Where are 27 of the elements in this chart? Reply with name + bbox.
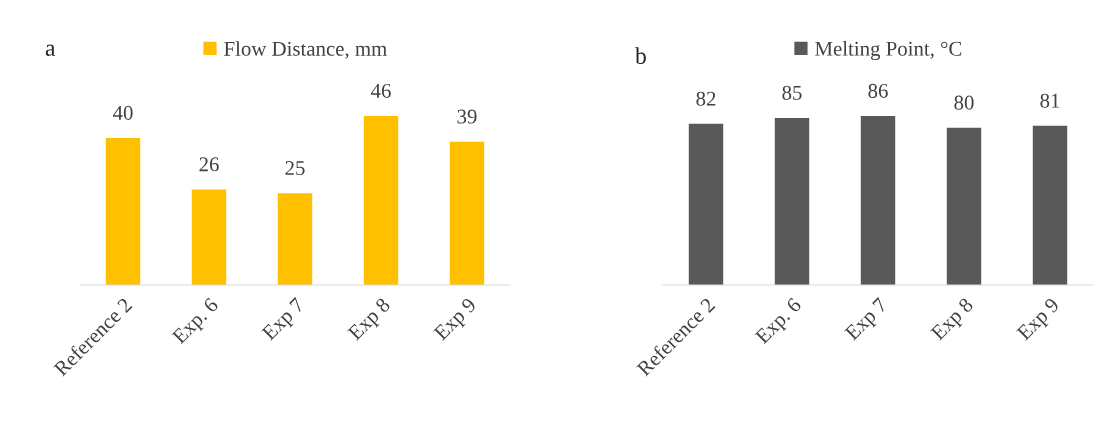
x-tick-label: Exp 8 (347, 297, 394, 344)
data-label: 39 (457, 109, 477, 124)
data-label: 40 (112, 105, 133, 120)
x-tick-label: Exp. 6 (754, 297, 805, 348)
data-label: 85 (782, 85, 802, 100)
x-tick-label: Exp 9 (433, 297, 480, 344)
bar (449, 141, 485, 285)
bar (191, 189, 227, 285)
bar (363, 116, 399, 285)
x-tick-label: Exp 7 (844, 297, 891, 344)
data-label: 82 (696, 91, 716, 106)
text: a (45, 44, 56, 56)
text: b (635, 47, 646, 64)
data-label: 46 (370, 83, 391, 98)
x-tick-label: Exp 9 (1016, 297, 1063, 344)
x-tick-label: Exp. 6 (171, 297, 222, 348)
data-label: 80 (954, 95, 974, 110)
legend-label: Flow Distance, mm (224, 41, 387, 59)
legend-label: Melting Point, °C (815, 41, 962, 61)
bar (277, 193, 313, 285)
data-label: 86 (868, 83, 888, 98)
x-tick-label: Exp 8 (930, 297, 977, 344)
data-label: 26 (199, 157, 219, 172)
bar (105, 138, 141, 285)
data-label: 81 (1040, 93, 1060, 108)
data-label: 25 (285, 161, 305, 176)
x-tick-label: Exp 7 (261, 297, 308, 344)
